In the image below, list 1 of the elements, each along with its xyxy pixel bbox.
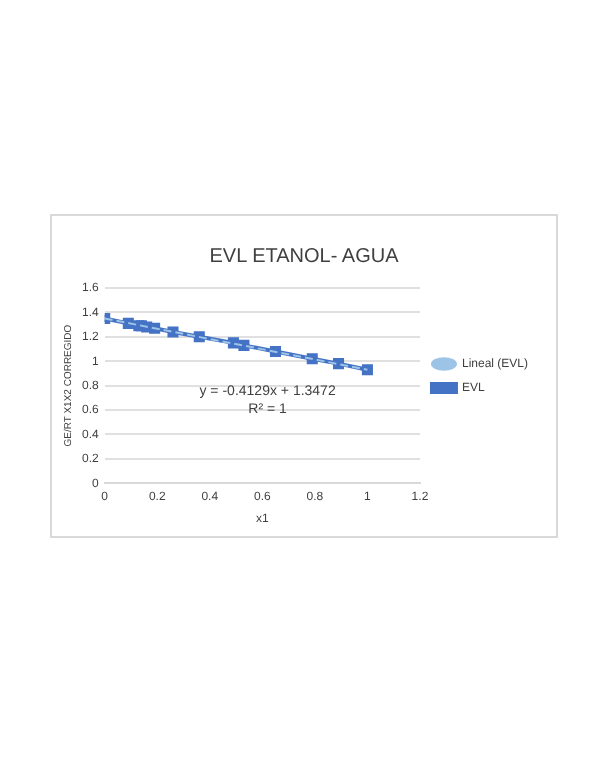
chart-title: EVL ETANOL- AGUA bbox=[209, 245, 400, 268]
